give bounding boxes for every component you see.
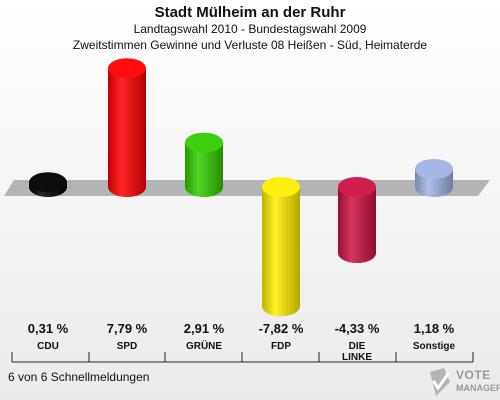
chart-title: Stadt Mülheim an der Ruhr xyxy=(154,4,346,21)
vote-manager-logo: VOTE MANAGER xyxy=(426,366,500,398)
bar-sonstige xyxy=(415,159,453,197)
bar-die-linke xyxy=(338,177,376,264)
category-label: SPD xyxy=(117,341,138,352)
value-label: -7,82 % xyxy=(259,321,304,336)
category-label: Sonstige xyxy=(413,341,456,352)
chart-subtitle-2: Zweitstimmen Gewinne und Verluste 08 Hei… xyxy=(72,38,428,52)
bar-fdp xyxy=(262,177,300,317)
value-label: 0,31 % xyxy=(28,321,69,336)
category-label: DIE xyxy=(349,341,366,352)
bar-cdu xyxy=(29,172,67,197)
footnote: 6 von 6 Schnellmeldungen xyxy=(8,370,150,384)
value-label: 1,18 % xyxy=(414,321,455,336)
category-label: LINKE xyxy=(342,352,372,363)
checkmark-ballot-icon xyxy=(430,368,450,396)
bar-grüne xyxy=(185,132,223,197)
logo-text-vote: VOTE xyxy=(456,368,491,382)
bar-chart: 0,31 % CDU 7,79 % SPD 2,91 % GRÜNE -7,82 % FDP -… xyxy=(4,58,490,363)
logo-text-manager: MANAGER xyxy=(456,383,500,393)
value-label: 7,79 % xyxy=(107,321,148,336)
category-label: CDU xyxy=(37,341,59,352)
chart-subtitle-1: Landtagswahl 2010 - Bundestagswahl 2009 xyxy=(133,22,367,36)
value-label: -4,33 % xyxy=(335,321,380,336)
category-label: GRÜNE xyxy=(186,339,222,352)
value-label: 2,91 % xyxy=(184,321,225,336)
category-label: FDP xyxy=(271,341,291,352)
bar-spd xyxy=(108,58,146,197)
